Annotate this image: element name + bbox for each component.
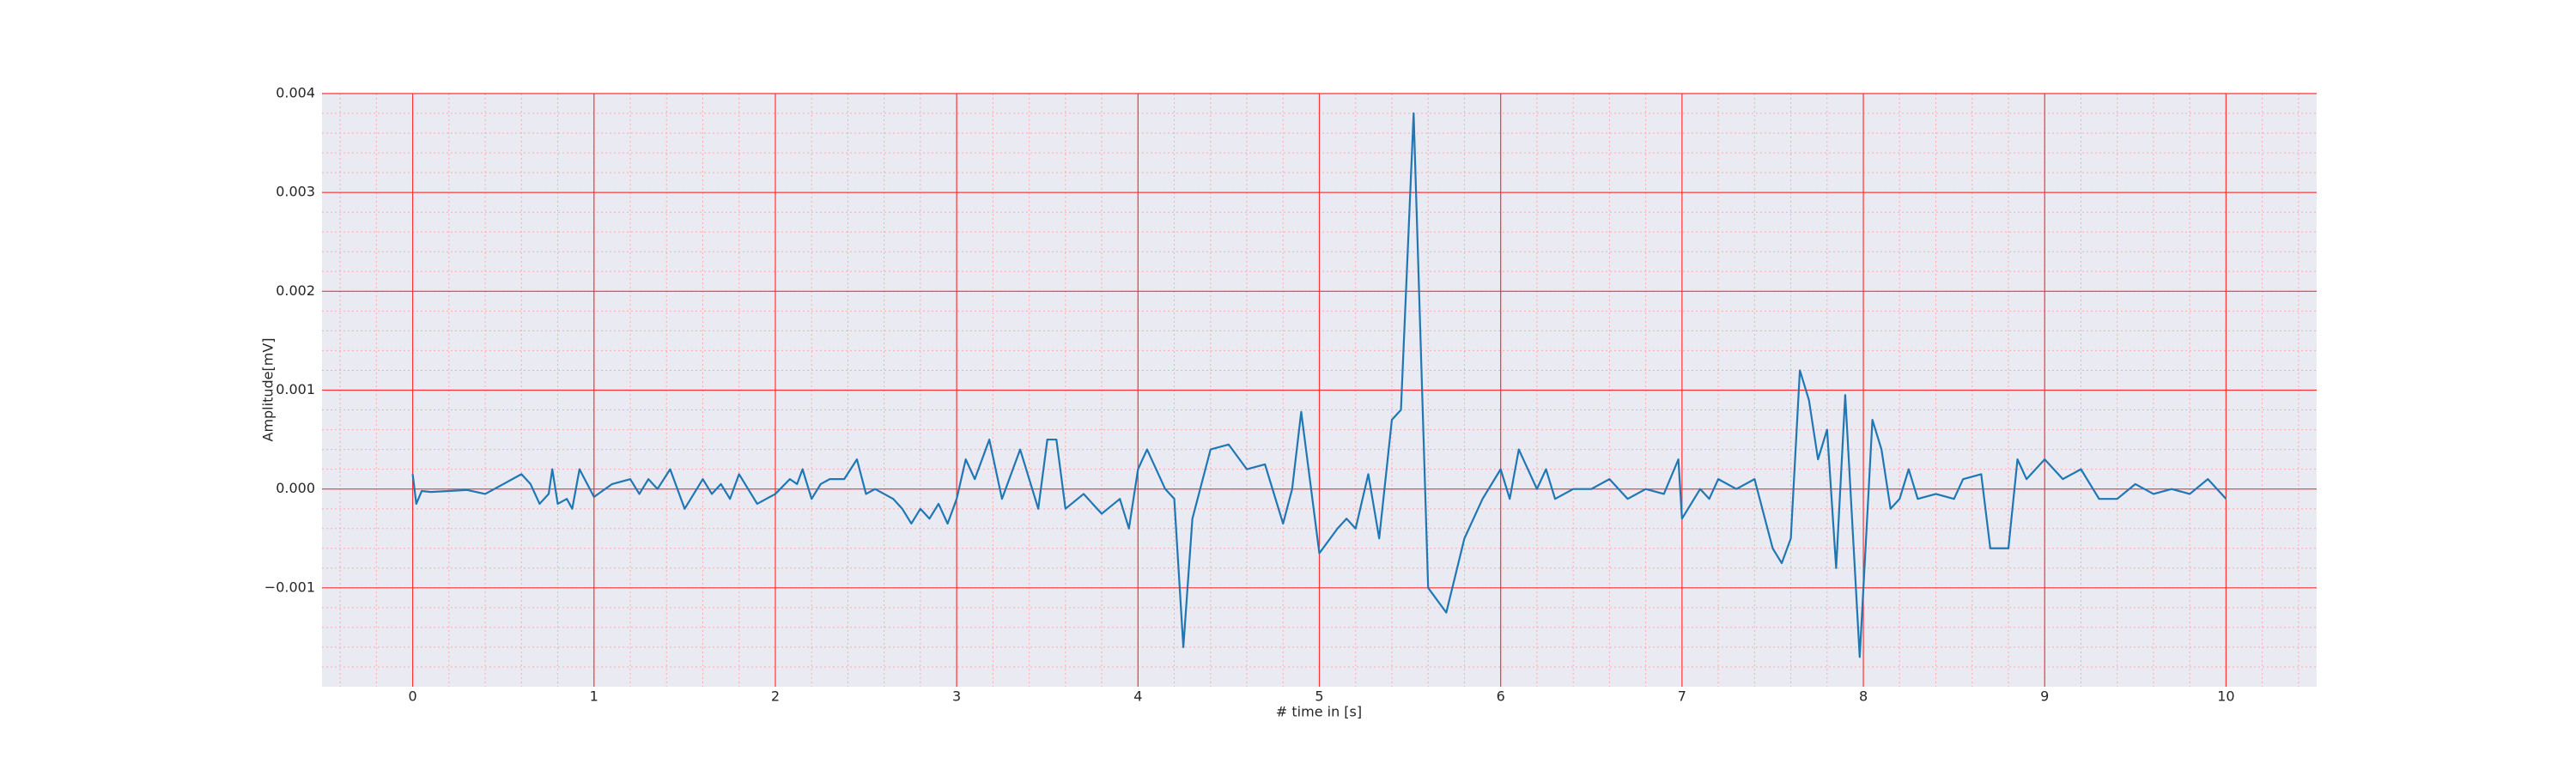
x-tick-label: 3 bbox=[952, 688, 961, 705]
y-tick-label: 0.002 bbox=[276, 282, 315, 299]
line-series bbox=[411, 112, 2227, 658]
x-tick-label: 8 bbox=[1859, 688, 1868, 705]
x-tick-label: 10 bbox=[2217, 688, 2234, 705]
x-tick-label: 0 bbox=[408, 688, 416, 705]
x-tick-label: 1 bbox=[590, 688, 598, 705]
x-tick-label: 5 bbox=[1315, 688, 1323, 705]
y-tick-label: −0.001 bbox=[264, 579, 315, 595]
y-axis-label: Amplitude[mV] bbox=[260, 337, 276, 441]
y-tick-label: 0.004 bbox=[276, 85, 315, 101]
x-tick-label: 7 bbox=[1678, 688, 1686, 705]
y-tick-label: 0.003 bbox=[276, 184, 315, 200]
y-tick-label: 0.001 bbox=[276, 381, 315, 397]
y-tick-label: 0.000 bbox=[276, 480, 315, 496]
x-axis-label: # time in [s] bbox=[1276, 704, 1362, 720]
x-tick-label: 6 bbox=[1497, 688, 1505, 705]
x-tick-label: 2 bbox=[771, 688, 780, 705]
x-tick-label: 9 bbox=[2040, 688, 2049, 705]
x-tick-label: 4 bbox=[1133, 688, 1142, 705]
